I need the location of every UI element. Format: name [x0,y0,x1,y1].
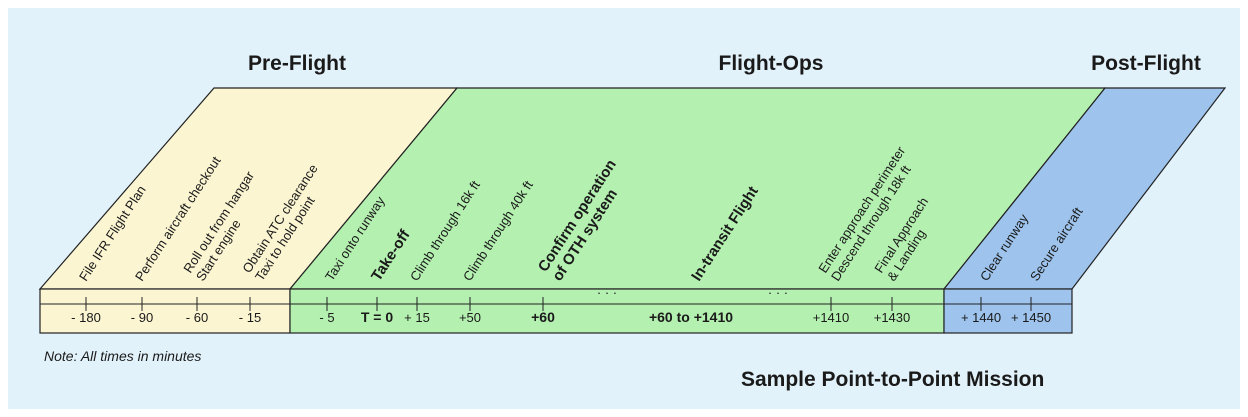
note-text: Note: All times in minutes [44,348,201,364]
timeline-tick-label: +1430 [874,310,911,325]
timeline-ticks [85,297,1032,311]
preflight-timeline-bar [39,288,291,334]
postflight-timeline-bar [943,288,1073,334]
timeline-tick-label: + 1450 [1011,310,1051,325]
timeline-tick-label: - 180 [71,310,101,325]
timeline-tick-label: - 60 [186,310,208,325]
timeline-tick-label: + 1440 [961,310,1001,325]
timeline-tick-label: +50 [459,310,481,325]
timeline-tick-label: - 90 [131,310,153,325]
ellipsis-right: · · · [768,285,788,300]
diagram-caption: Sample Point-to-Point Mission [741,368,1044,391]
timeline-tick-labels: - 180 - 90 - 60 - 15 - 5 T = 0 + 15 +50 +60 +60 t… [71,309,1051,325]
phase-title-flightops: Flight-Ops [719,52,824,75]
timeline-tick-label: +60 [531,309,555,325]
timeline-tick-label: +1410 [813,310,850,325]
timeline-tick-label: T = 0 [361,309,394,325]
phase-title-preflight: Pre-Flight [248,52,346,75]
timeline-tick-label: + 15 [404,310,430,325]
phase-title-postflight: Post-Flight [1091,52,1201,75]
ellipsis-left: · · · [597,285,617,300]
timeline-tick-label: - 5 [319,310,334,325]
timeline-tick-label: +60 to +1410 [649,309,733,325]
timeline-tick-label: - 15 [239,310,261,325]
